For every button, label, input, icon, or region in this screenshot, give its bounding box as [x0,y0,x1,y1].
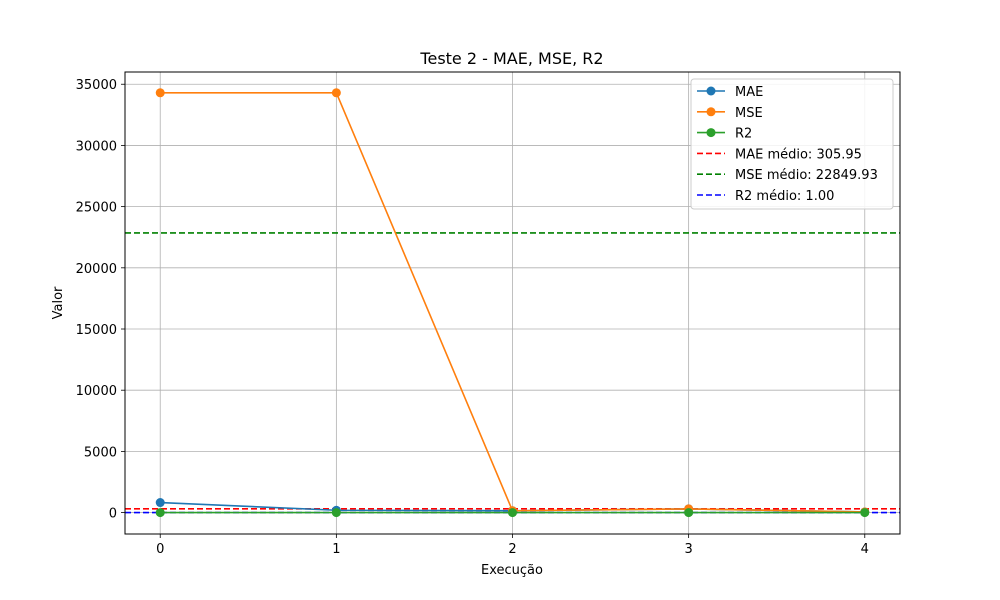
y-tick-label: 0 [109,507,117,522]
legend-item: R2 [697,127,752,142]
y-axis-title: Valor [51,286,66,319]
legend-item: MSE médio: 22849.93 [697,168,878,183]
data-point [508,508,517,518]
x-axis: 0 1 2 3 4 [156,534,869,557]
y-tick-label: 5000 [84,445,117,460]
legend-item: MAE [697,85,763,100]
y-tick-label: 35000 [76,78,117,93]
data-point [684,508,694,518]
legend: MAE MSE R2 MAE médio: 305.95 MSE médio: 2284… [690,78,894,210]
legend-label: R2 [735,127,752,142]
chart-title: Teste 2 - MAE, MSE, R2 [419,49,603,68]
x-tick-label: 1 [332,542,340,557]
data-point [155,88,165,98]
legend-label: MAE [735,85,763,100]
y-tick-label: 30000 [76,139,117,154]
x-tick-label: 0 [156,542,164,557]
y-tick-label: 15000 [76,323,117,338]
legend-item: R2 médio: 1.00 [697,189,834,204]
legend-label: MSE médio: 22849.93 [735,168,878,183]
legend-label: R2 médio: 1.00 [735,189,834,204]
legend-item: MSE [697,106,763,121]
legend-item: MAE médio: 305.95 [697,147,862,162]
data-point [331,88,341,98]
x-tick-label: 2 [508,542,516,557]
data-point [155,498,165,508]
legend-marker [706,128,716,138]
y-axis: 0 5000 10000 15000 20000 25000 30000 35000 [76,78,125,522]
x-axis-title: Execução [481,563,543,578]
y-tick-label: 25000 [76,201,117,216]
legend-marker [706,86,716,96]
legend-label: MSE [735,106,763,121]
data-point [155,508,165,518]
legend-marker [706,107,716,117]
y-tick-label: 10000 [76,384,117,399]
legend-label: MAE médio: 305.95 [735,147,862,162]
y-tick-label: 20000 [76,262,117,277]
legend-box [690,78,894,210]
x-tick-label: 4 [861,542,869,557]
series-lines [155,88,870,518]
x-tick-label: 3 [684,542,692,557]
data-point [860,508,870,518]
data-point [331,508,341,518]
